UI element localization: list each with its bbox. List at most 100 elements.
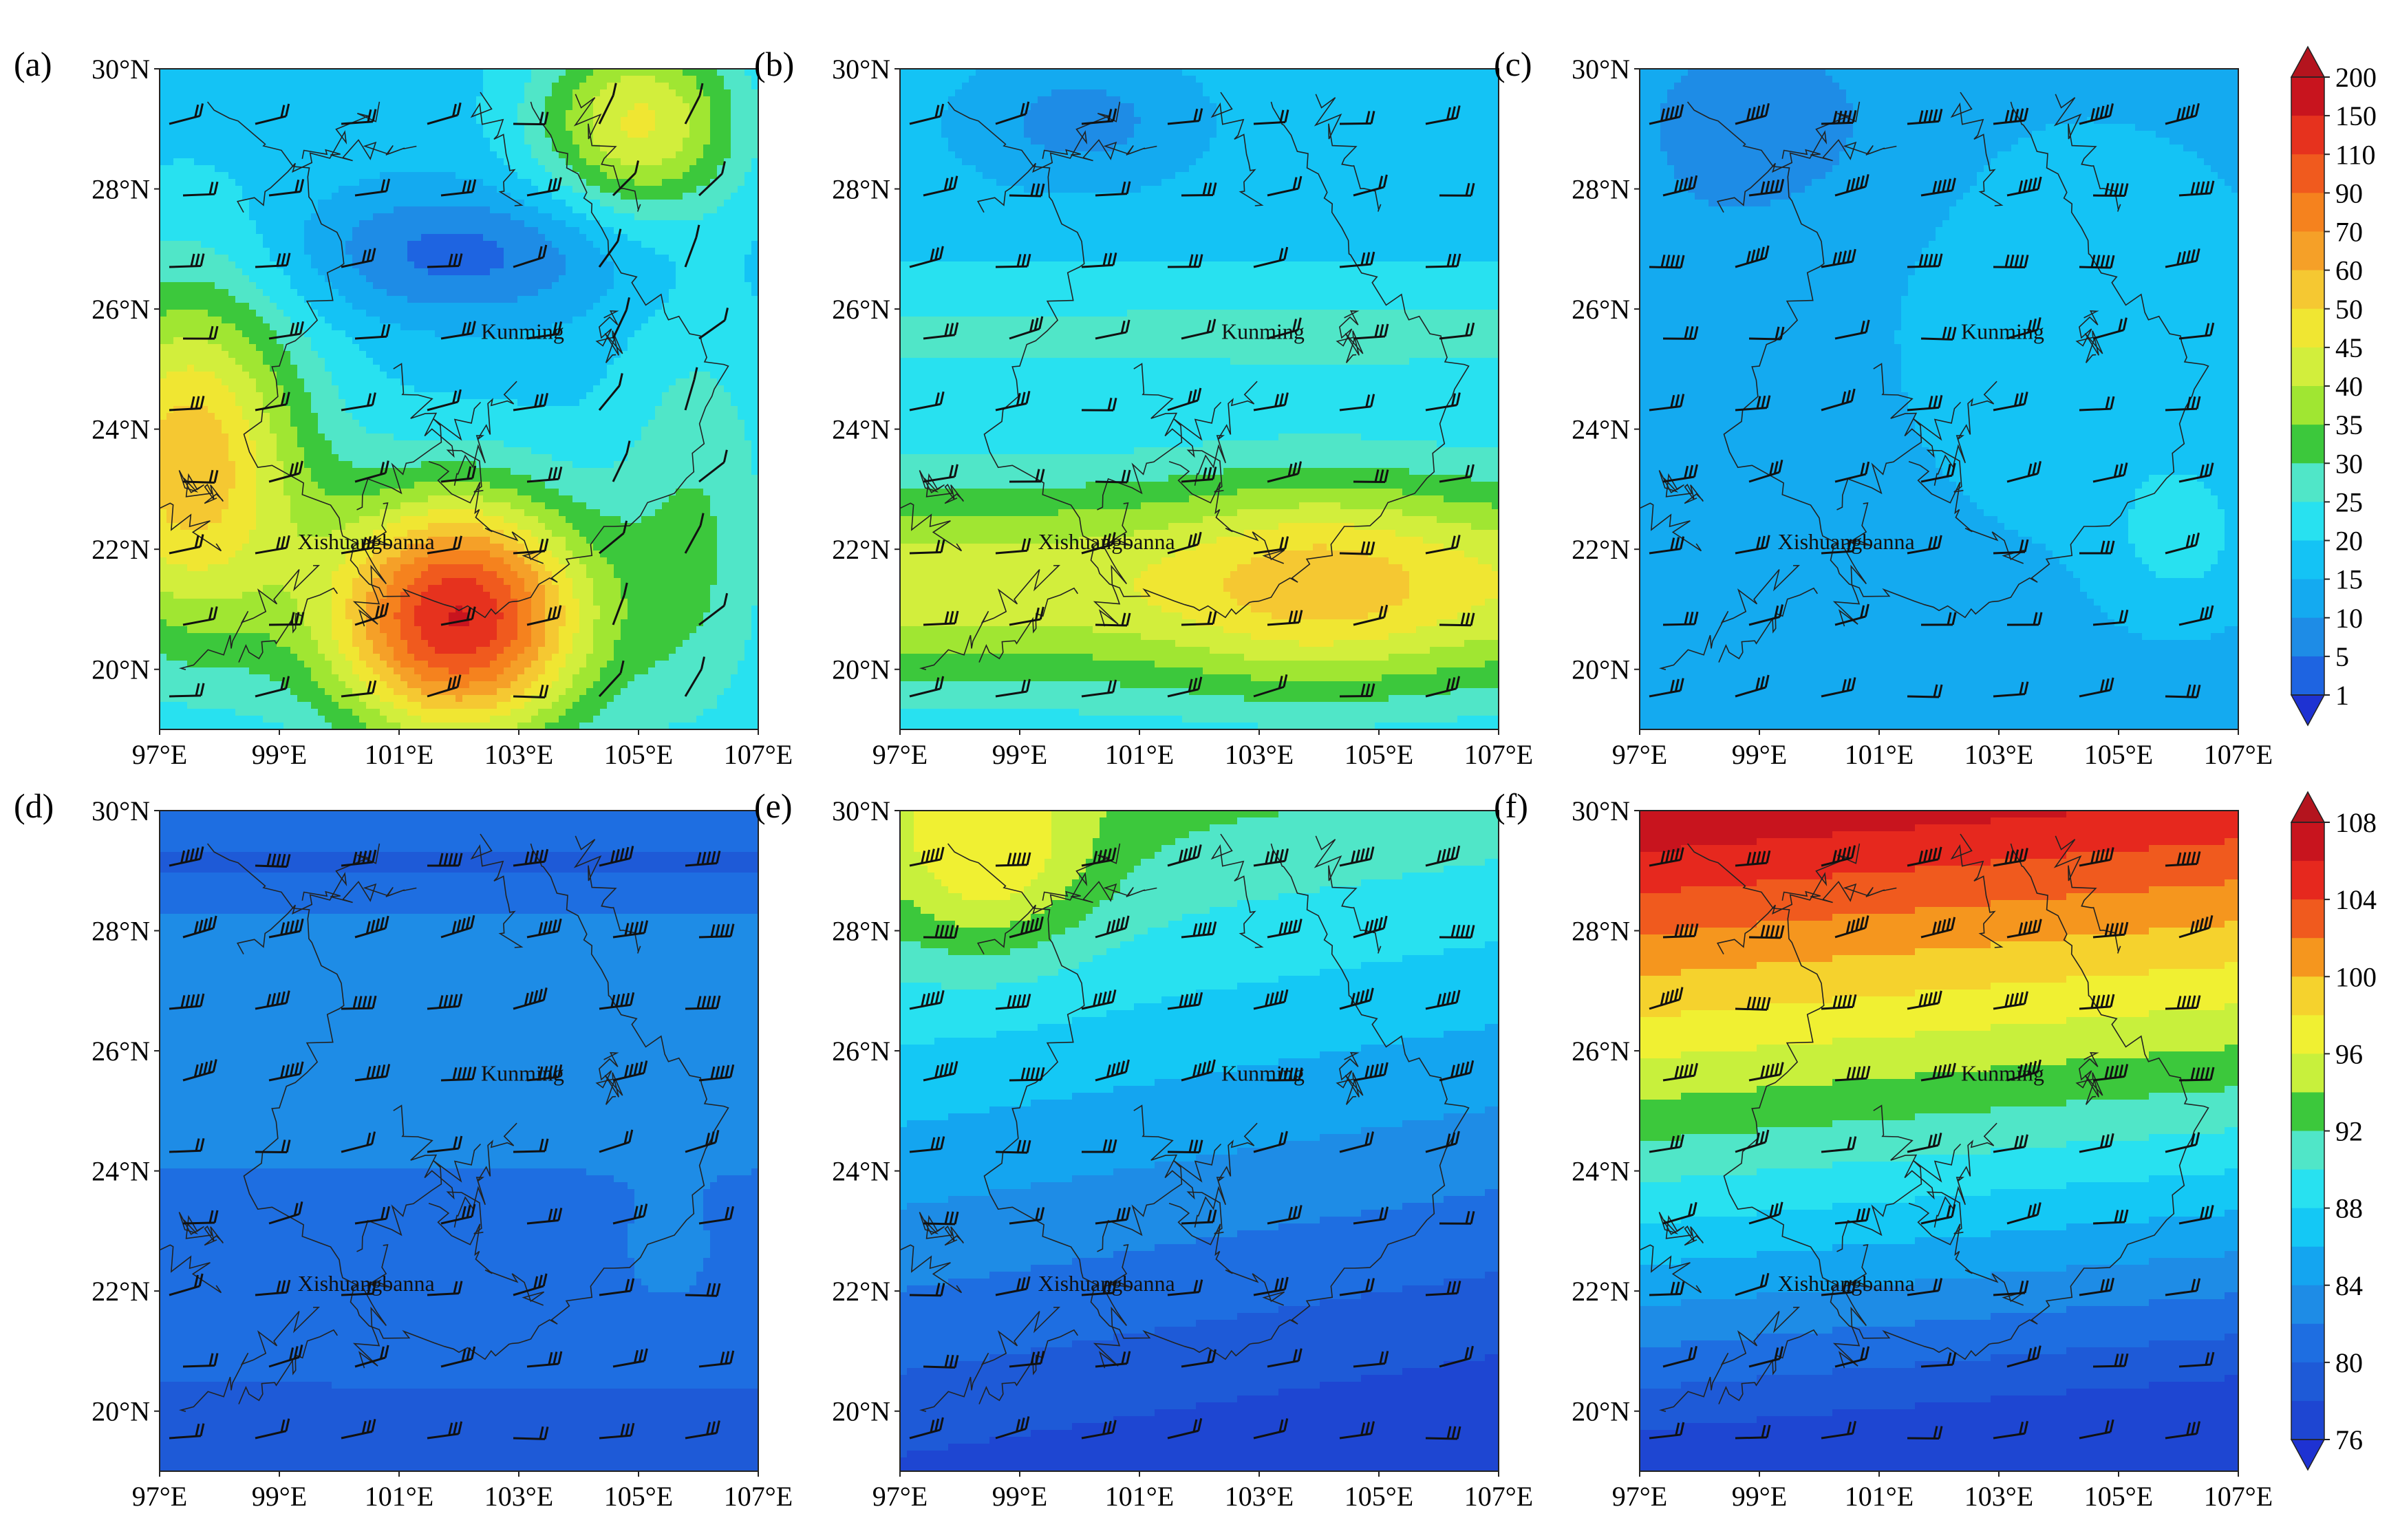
wind-barb [1009,469,1045,483]
y-tick-label: 30°N [1572,795,1630,826]
wind-barb [268,1344,303,1368]
wind-barb [1821,248,1856,268]
x-tick-label: 107°E [2204,739,2273,770]
wind-barb [255,1279,291,1296]
map-frame [159,68,759,730]
colorbar-segment [2291,270,2324,310]
wind-barb [182,606,218,626]
wind-barb [923,1211,959,1226]
wind-barb [698,1064,735,1082]
wind-barb [169,1273,204,1296]
wind-barb [1993,1134,2028,1153]
wind-barb [698,923,735,939]
colorbars: 2001501109070605045403530252015105110810… [2290,45,2377,1471]
wind-barb [255,1418,290,1440]
wind-barb [1907,1426,1943,1440]
y-tick-label: 26°N [92,1036,150,1067]
wind-barb [1425,392,1461,411]
wind-barb [1662,1201,1697,1225]
wind-barb [169,396,205,411]
colorbar-tick-label: 150 [2335,100,2377,131]
wind-barb [354,1064,391,1082]
city-label-kunming: Kunming [1221,1061,1305,1086]
wind-barb [1993,681,2029,698]
wind-barb [599,992,635,1010]
wind-barb [169,683,205,698]
city-label-xishuangbanna: Xishuangbanna [1038,1271,1175,1296]
wind-barb [1920,612,1957,626]
wind-barb [1095,469,1131,484]
wind-barb [1907,253,1943,268]
wind-barb [909,1417,944,1440]
wind-barb [1907,1278,1943,1296]
wind-barb [598,660,625,698]
y-tick-label: 28°N [832,174,890,205]
x-tick-label: 105°E [2084,739,2153,770]
colorbar-tick-label: 30 [2335,448,2363,479]
wind-barb [598,373,623,411]
wind-barb [995,1140,1031,1154]
wind-barb [612,1348,648,1368]
city-label-kunming: Kunming [481,1061,564,1086]
y-tick-label: 28°N [92,916,150,947]
y-tick-label: 24°N [1572,1156,1630,1187]
wind-barb [995,1276,1031,1296]
x-tick-label: 105°E [604,1481,673,1512]
colorbar-segment [2291,231,2324,271]
province-borders [1640,833,2209,1412]
wind-barb [255,103,290,125]
wind-barb [1253,246,1289,268]
y-tick-label: 30°N [832,795,890,826]
wind-barb [1439,464,1475,483]
wind-barb [1267,317,1302,340]
wind-barb [1439,612,1475,627]
wind-barb [1439,1210,1475,1225]
x-tick-label: 107°E [1464,1481,1533,1512]
x-tick-label: 103°E [1225,739,1294,770]
wind-barb [612,920,649,939]
colorbar-arrow-top [2290,45,2326,78]
map-frame [1639,68,2239,730]
wind-barb [1267,1205,1303,1225]
wind-barb [341,1131,376,1153]
wind-barb [1339,111,1375,125]
city-label-xishuangbanna: Xishuangbanna [1778,1271,1915,1296]
wind-barb [1009,606,1044,626]
wind-barb [1095,1351,1131,1368]
wind-barb [1267,175,1303,197]
wind-barb [2165,103,2200,125]
y-tick-label: 28°N [1572,916,1630,947]
wind-barb [341,392,376,411]
wind-barb [169,1137,205,1153]
wind-barb [2079,677,2114,698]
wind-barb [427,535,462,555]
panel-label: (d) [14,787,54,825]
wind-barb [255,392,290,411]
wind-barb [698,161,726,197]
wind-barb [685,995,721,1010]
wind-barb [2092,182,2129,197]
wind-barb [1748,460,1783,483]
wind-barb [1834,461,1870,483]
wind-barb [1834,1346,1870,1368]
wind-barb [1081,108,1117,125]
x-tick-label: 97°E [872,739,928,770]
wind-barb [1920,326,1957,341]
wind-barb [1425,1281,1461,1296]
wind-barb [1267,610,1303,626]
wind-barb [1662,1062,1698,1082]
wind-barb [182,469,219,484]
wind-barb [685,1129,720,1153]
wind-barb [1353,915,1388,939]
wind-barb [1081,1280,1117,1296]
wind-barb [182,181,219,197]
wind-barb [1821,1136,1857,1153]
wind-barb [995,678,1031,698]
colorbar-tick-label: 10 [2335,603,2363,634]
wind-barbs [169,846,735,1440]
wind-barb [1425,676,1461,698]
wind-barb [1009,916,1044,939]
wind-barb [2092,1353,2129,1368]
wind-barb [685,851,721,867]
wind-barb [268,1061,304,1082]
